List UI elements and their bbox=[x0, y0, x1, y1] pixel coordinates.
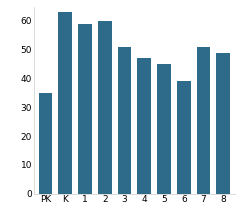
Bar bbox=[58, 12, 72, 194]
Bar bbox=[157, 64, 171, 194]
Bar bbox=[197, 47, 210, 194]
Bar bbox=[78, 24, 92, 194]
Bar bbox=[39, 93, 52, 194]
Bar bbox=[118, 47, 132, 194]
Bar bbox=[177, 81, 191, 194]
Bar bbox=[98, 21, 112, 194]
Bar bbox=[216, 53, 230, 194]
Bar bbox=[137, 58, 151, 194]
